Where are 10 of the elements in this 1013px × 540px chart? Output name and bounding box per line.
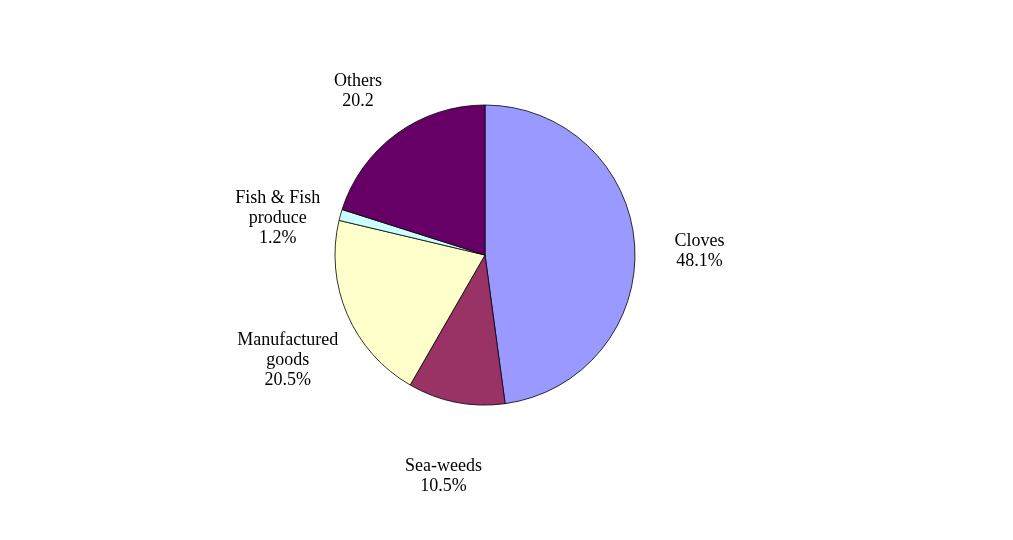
data-label: 48.1%	[676, 249, 723, 270]
data-label: 1.2%	[259, 226, 297, 247]
slice-label: Manufactured goods	[237, 329, 339, 370]
slice-label: Cloves	[674, 229, 725, 250]
slice-label: Sea-weeds	[405, 454, 483, 475]
slice-label: Fish & Fish produce	[235, 186, 321, 227]
data-label: 10.5%	[420, 474, 467, 495]
data-label: 20.2	[342, 90, 374, 111]
data-label: 20.5%	[264, 369, 311, 390]
slice-label: Others	[334, 70, 383, 91]
